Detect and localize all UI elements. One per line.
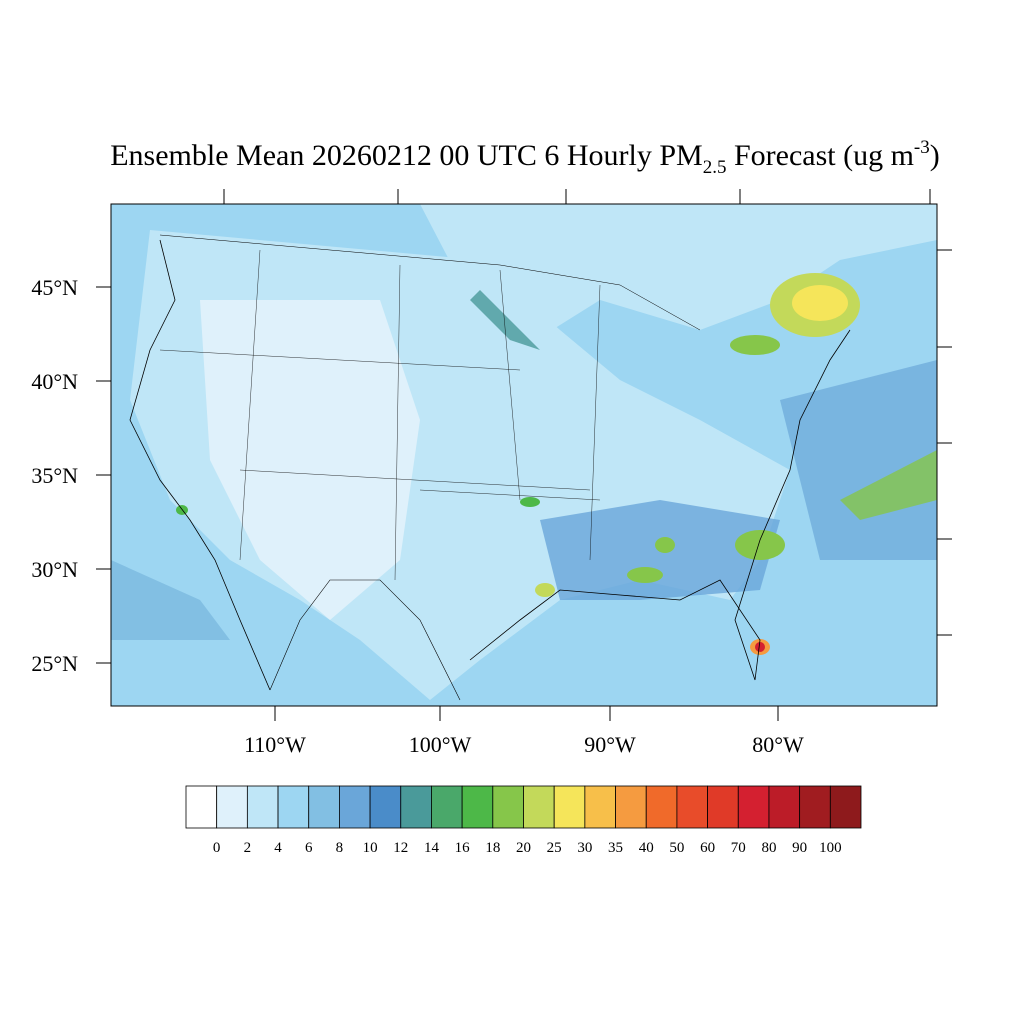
colorbar-label: 16 — [455, 840, 471, 856]
colorbar-box — [216, 785, 248, 829]
colorbar-label: 25 — [547, 840, 562, 856]
lat-label: 40°N — [31, 369, 78, 394]
colorbar-box — [308, 785, 340, 829]
colorbar-box — [615, 785, 647, 829]
colorbar-box — [461, 785, 494, 829]
title-text: Ensemble Mean 20260212 00 UTC 6 Hourly P… — [110, 139, 702, 172]
colorbar-label: 20 — [516, 840, 531, 856]
colorbar-box — [369, 785, 402, 829]
colorbar-label: 80 — [761, 840, 776, 856]
colorbar-label: 30 — [577, 840, 592, 856]
colorbar-label: 12 — [393, 840, 408, 856]
colorbar-label: 50 — [669, 840, 684, 856]
lon-label: 110°W — [244, 732, 306, 757]
map-field — [111, 204, 937, 706]
colorbar-label: 100 — [819, 840, 842, 856]
lat-label: 25°N — [31, 651, 78, 676]
colorbar-label: 2 — [244, 840, 252, 856]
colorbar-box — [676, 785, 708, 829]
lon-label: 90°W — [584, 732, 636, 757]
map-ticks — [223, 189, 952, 636]
lon-label: 100°W — [409, 732, 472, 757]
colorbar-label: 40 — [639, 840, 654, 856]
title-subscript: 2.5 — [703, 157, 727, 178]
title-text: Forecast (ug m — [726, 139, 913, 172]
colorbar-box — [553, 785, 586, 829]
colorbar-box — [339, 785, 371, 829]
lat-label: 35°N — [31, 463, 78, 488]
colorbar-box — [185, 785, 218, 829]
colorbar-box — [400, 785, 432, 829]
colorbar-label: 14 — [424, 840, 440, 856]
colorbar-label: 90 — [792, 840, 807, 856]
colorbar-box — [277, 785, 310, 829]
colorbar-box — [431, 785, 463, 829]
colorbar-box — [584, 785, 616, 829]
colorbar-box — [523, 785, 555, 829]
colorbar-label: 0 — [213, 840, 221, 856]
colorbar-label: 35 — [608, 840, 623, 856]
colorbar-box — [246, 785, 279, 829]
colorbar-box — [799, 785, 831, 829]
map-frame — [110, 203, 938, 707]
colorbar-label: 10 — [363, 840, 378, 856]
colorbar-box — [645, 785, 678, 829]
lon-label: 80°W — [752, 732, 804, 757]
colorbar-box — [829, 785, 862, 829]
colorbar-label: 18 — [485, 840, 500, 856]
title-superscript: -3 — [914, 137, 930, 158]
colorbar-box — [768, 785, 801, 829]
colorbar-box — [707, 785, 739, 829]
title-text: ) — [930, 139, 940, 172]
colorbar-label: 4 — [274, 840, 282, 856]
lat-label: 30°N — [31, 557, 78, 582]
colorbar-box — [737, 785, 770, 829]
colorbar-box — [492, 785, 524, 829]
colorbar-label: 6 — [305, 840, 313, 856]
colorbar-label: 8 — [336, 840, 344, 856]
colorbar-label: 60 — [700, 840, 715, 856]
title: Ensemble Mean 20260212 00 UTC 6 Hourly P… — [110, 137, 940, 178]
colorbar-label: 70 — [731, 840, 746, 856]
lat-label: 45°N — [31, 275, 78, 300]
